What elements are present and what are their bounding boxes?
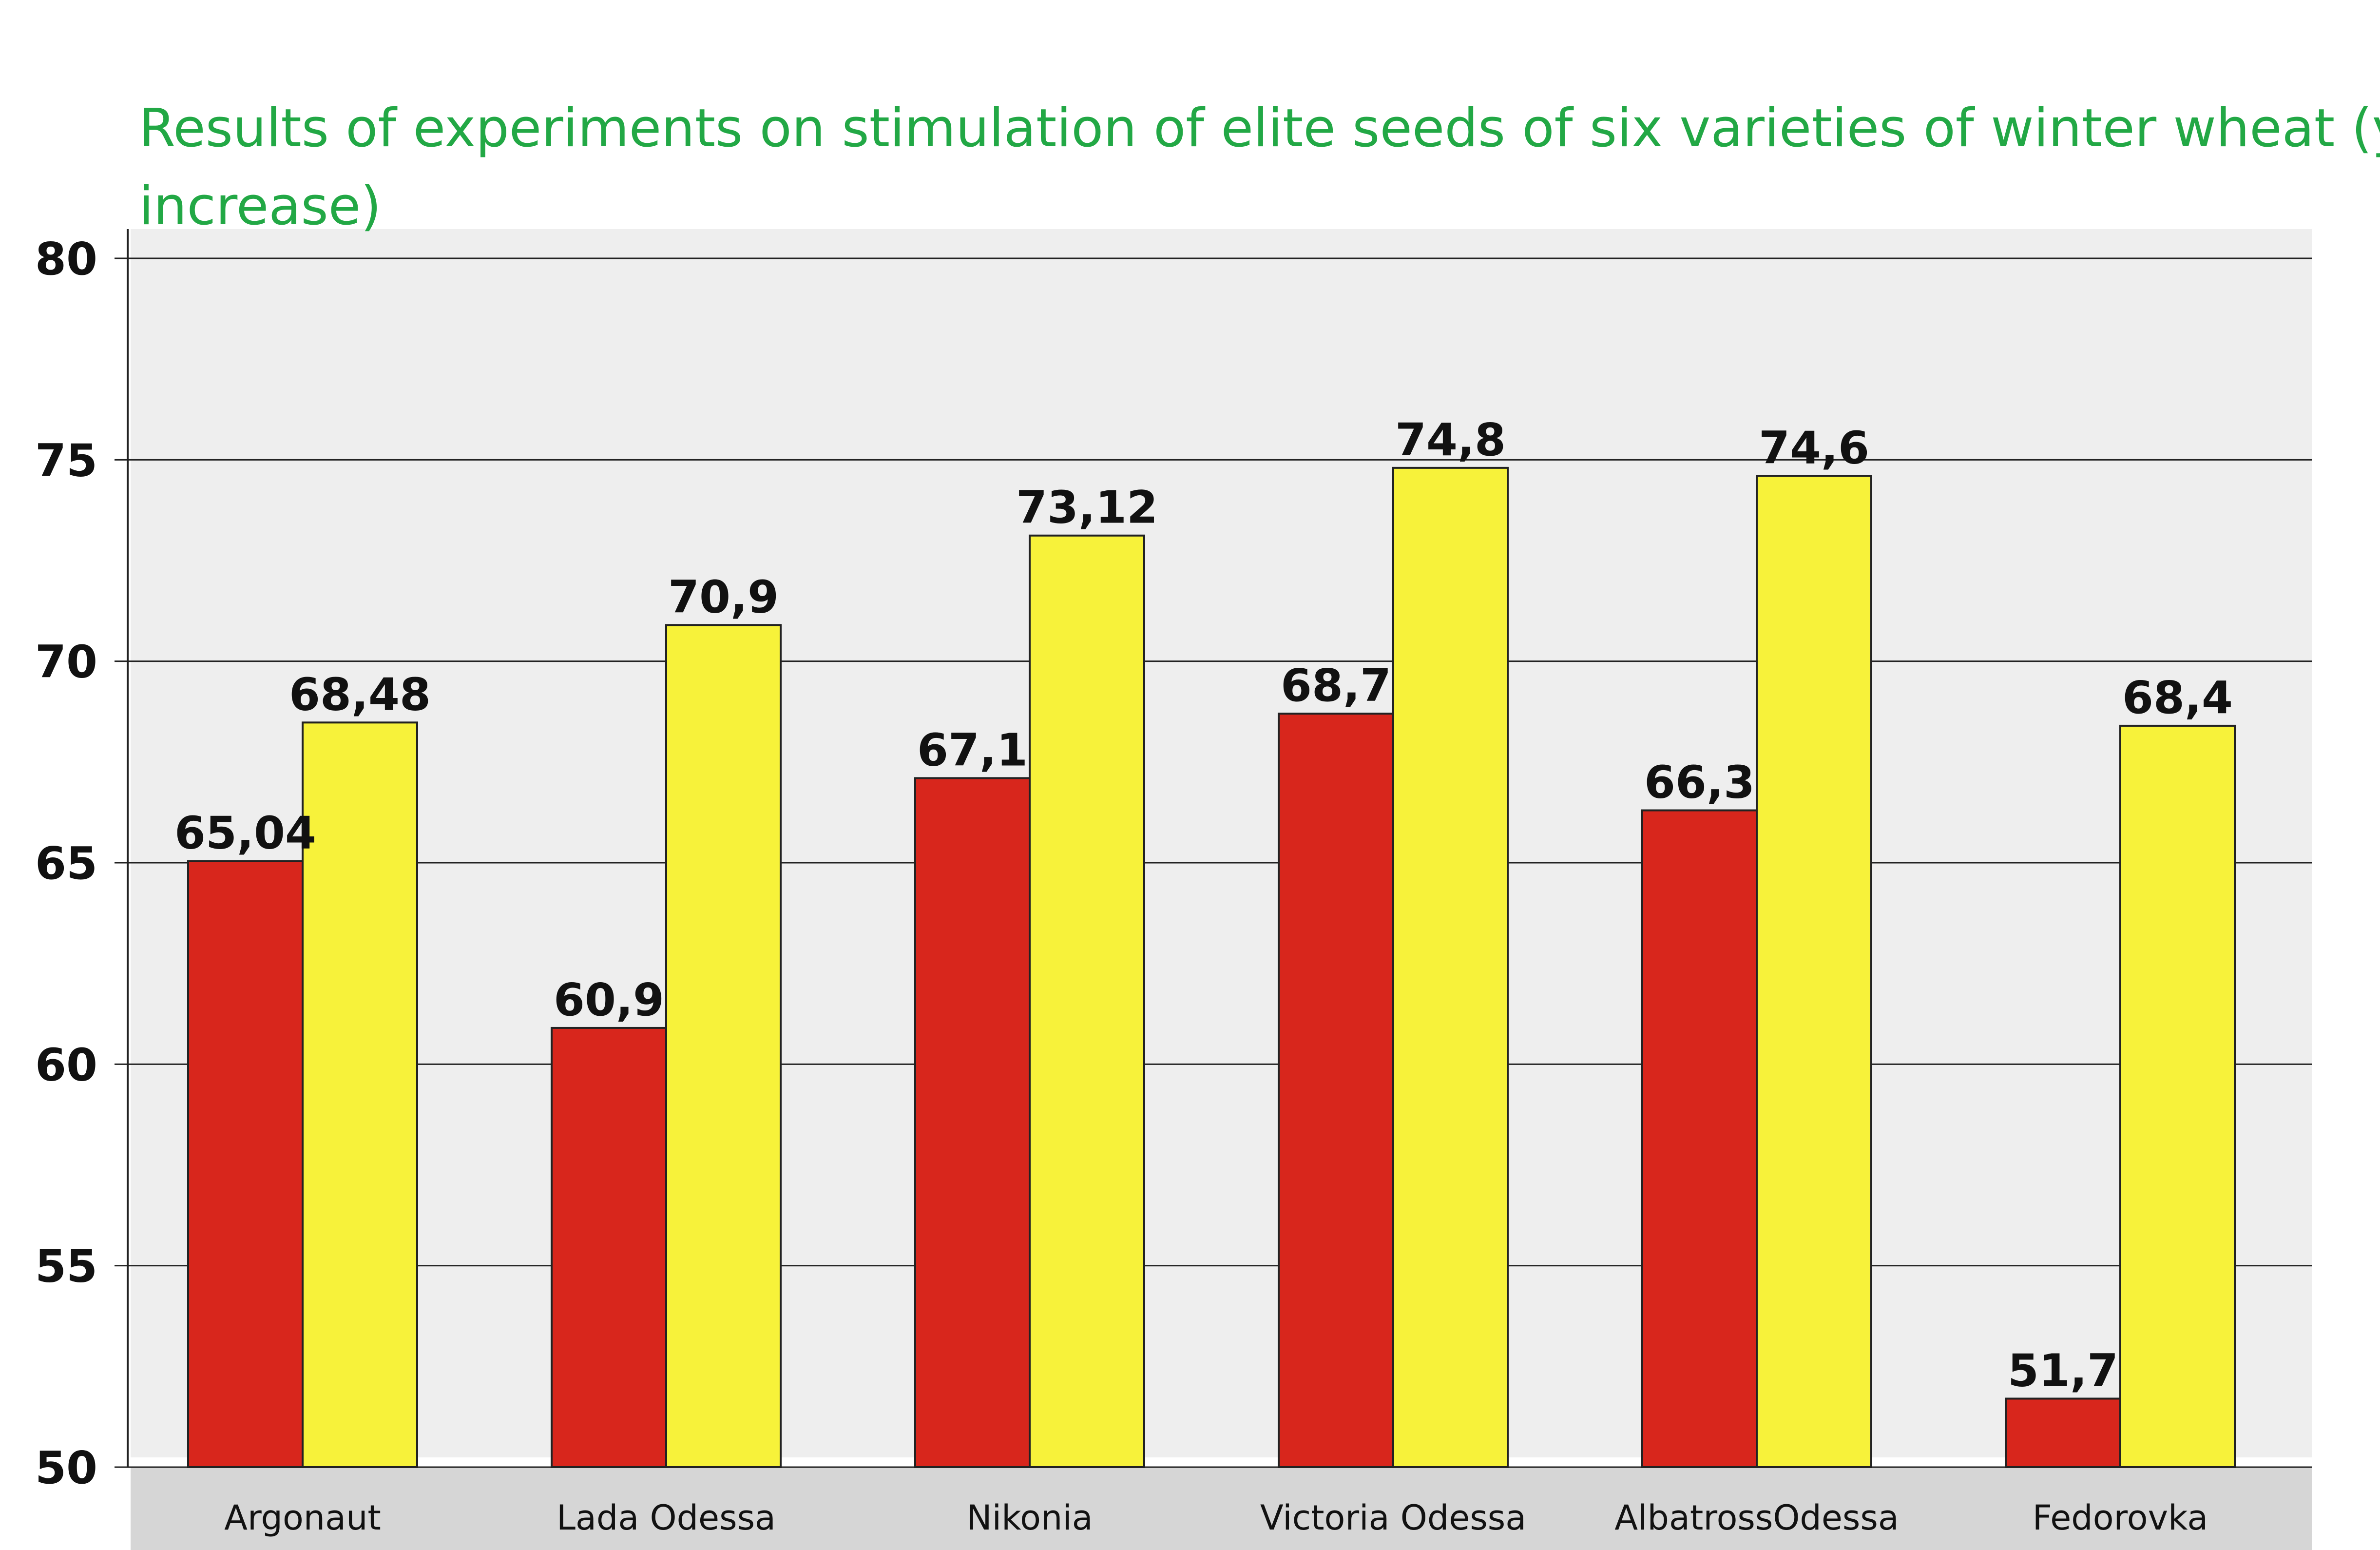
x-tick-labels: Argonaut Lada Odessa Nikonia Victoria Odess… (224, 1498, 2208, 1538)
bar-1-2 (551, 1027, 667, 1468)
gridlines (115, 257, 2312, 1468)
bar-2-6 (2119, 724, 2236, 1468)
chart-title-line-1: Results of experiments on stimulation of… (139, 98, 2380, 159)
bar-2-2 (665, 624, 782, 1468)
bar-1-1 (187, 860, 304, 1468)
data-label-2-4: 74,8 (1395, 414, 1506, 466)
x-tick-3: Nikonia (966, 1498, 1093, 1538)
bar-1-3 (914, 777, 1031, 1468)
x-tick-1: Argonaut (224, 1498, 381, 1538)
y-tick-50: 50 (35, 1442, 97, 1494)
bar-1-5 (1641, 809, 1758, 1468)
bar-2-1 (302, 721, 418, 1468)
data-label-2-3: 73,12 (1016, 482, 1158, 534)
bar-2-5 (1756, 475, 1872, 1468)
x-tick-5: AlbatrossOdessa (1614, 1498, 1899, 1538)
y-tick-80: 80 (35, 233, 97, 285)
chart-title-line-2: increase) (139, 176, 381, 237)
bar-1-4 (1278, 713, 1394, 1468)
data-label-2-6: 68,4 (2122, 672, 2233, 724)
category-axis-band (131, 1467, 2312, 1550)
bars (187, 466, 2236, 1468)
bar-2-4 (1392, 466, 1509, 1468)
bar-1-6 (2005, 1397, 2121, 1468)
y-tick-labels: 50 55 60 65 70 75 80 (35, 233, 97, 1494)
y-tick-70: 70 (35, 636, 97, 688)
bar-2-3 (1029, 534, 1145, 1468)
data-labels: 65,04 68,48 60,9 70,9 67,1 73,12 68,7 74,8 66,3 7… (174, 414, 2233, 1397)
data-label-1-3: 67,1 (917, 724, 1028, 776)
plot-background (131, 229, 2312, 1457)
data-label-2-1: 68,48 (289, 668, 431, 720)
x-tick-4: Victoria Odessa (1260, 1498, 1526, 1538)
data-label-2-5: 74,6 (1759, 422, 1869, 474)
chart-title: Results of experiments on stimulation of… (139, 98, 2380, 237)
y-tick-55: 55 (35, 1240, 97, 1293)
data-label-1-2: 60,9 (554, 974, 664, 1026)
x-tick-6: Fedorovka (2033, 1498, 2208, 1538)
x-tick-2: Lada Odessa (557, 1498, 776, 1538)
y-tick-60: 60 (35, 1039, 97, 1091)
data-label-1-5: 66,3 (1644, 756, 1755, 809)
y-tick-65: 65 (35, 837, 97, 890)
y-tick-75: 75 (35, 434, 97, 486)
data-label-1-4: 68,7 (1281, 659, 1391, 712)
data-label-1-1: 65,04 (174, 807, 316, 859)
data-label-2-2: 70,9 (668, 571, 779, 623)
data-label-1-6: 51,7 (2008, 1344, 2118, 1396)
